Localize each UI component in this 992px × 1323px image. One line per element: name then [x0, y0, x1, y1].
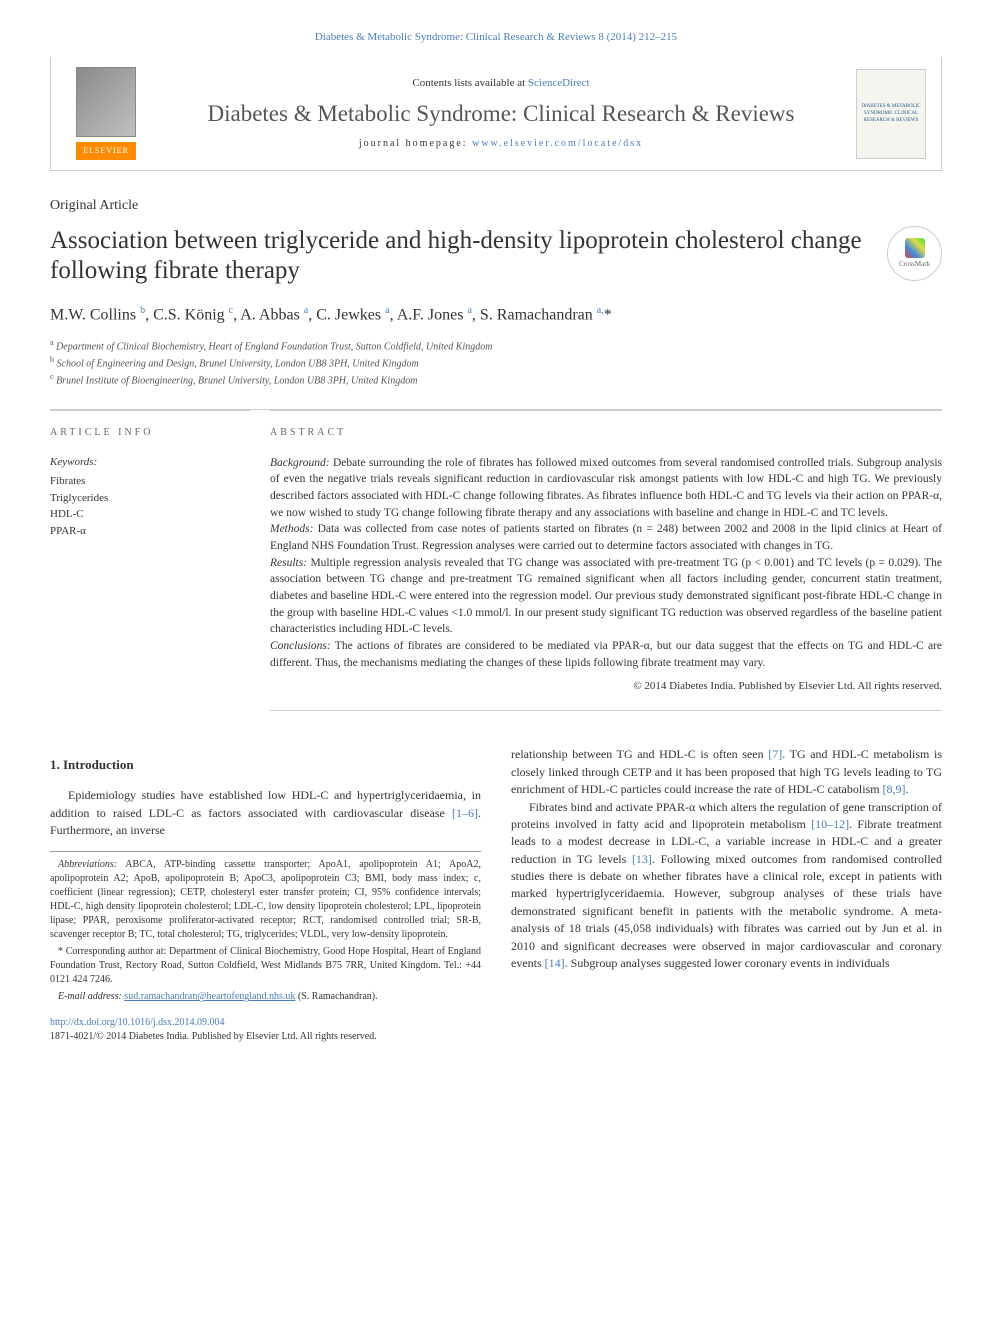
- keywords-list: FibratesTriglyceridesHDL-CPPAR-α: [50, 473, 230, 539]
- affiliations: a Department of Clinical Biochemistry, H…: [50, 337, 942, 389]
- article-info-heading: ARTICLE INFO: [50, 426, 230, 440]
- main-content: 1. Introduction Epidemiology studies hav…: [50, 746, 942, 1044]
- doi-link[interactable]: http://dx.doi.org/10.1016/j.dsx.2014.09.…: [50, 1017, 225, 1028]
- ref-1-6[interactable]: [1–6]: [452, 806, 478, 820]
- abstract-results: Results: Multiple regression analysis re…: [270, 555, 942, 638]
- abstract-conclusions: Conclusions: The actions of fibrates are…: [270, 638, 942, 671]
- ref-10-12[interactable]: [10–12]: [811, 817, 849, 831]
- ref-13[interactable]: [13]: [632, 852, 652, 866]
- doi-block: http://dx.doi.org/10.1016/j.dsx.2014.09.…: [50, 1016, 481, 1044]
- abstract-heading: ABSTRACT: [270, 426, 942, 440]
- abstract-text: Background: Debate surrounding the role …: [270, 455, 942, 696]
- crossmark-badge[interactable]: CrossMark: [887, 226, 942, 281]
- book-icon: [76, 67, 136, 137]
- ref-14[interactable]: [14]: [545, 956, 565, 970]
- abstract: ABSTRACT Background: Debate surrounding …: [270, 410, 942, 712]
- issn-copyright: 1871-4021/© 2014 Diabetes India. Publish…: [50, 1030, 481, 1044]
- email-line: E-mail address: sud.ramachandran@heartof…: [50, 990, 481, 1004]
- email-link[interactable]: sud.ramachandran@heartofengland.nhs.uk: [124, 991, 295, 1002]
- homepage-link[interactable]: www.elsevier.com/locate/dsx: [472, 138, 643, 149]
- header-center: Contents lists available at ScienceDirec…: [146, 76, 856, 151]
- intro-p1: Epidemiology studies have established lo…: [50, 787, 481, 839]
- footnotes: Abbreviations: ABCA, ATP-binding cassett…: [50, 851, 481, 1004]
- abstract-background: Background: Debate surrounding the role …: [270, 455, 942, 522]
- abstract-copyright: © 2014 Diabetes India. Published by Else…: [270, 679, 942, 695]
- column-left: 1. Introduction Epidemiology studies hav…: [50, 746, 481, 1044]
- affiliation-b: b School of Engineering and Design, Brun…: [50, 354, 942, 371]
- title-row: Association between triglyceride and hig…: [50, 226, 942, 304]
- affiliation-c: c Brunel Institute of Bioengineering, Br…: [50, 371, 942, 388]
- ref-8-9[interactable]: [8,9]: [883, 782, 906, 796]
- contents-available: Contents lists available at ScienceDirec…: [161, 76, 841, 91]
- contents-prefix: Contents lists available at: [412, 77, 527, 89]
- intro-heading: 1. Introduction: [50, 756, 481, 775]
- article-title: Association between triglyceride and hig…: [50, 226, 872, 286]
- column-right: relationship between TG and HDL-C is oft…: [511, 746, 942, 1044]
- elsevier-logo: ELSEVIER: [76, 142, 136, 160]
- publisher-logo-block: ELSEVIER: [66, 67, 146, 160]
- journal-title: Diabetes & Metabolic Syndrome: Clinical …: [161, 100, 841, 128]
- col2-p1: relationship between TG and HDL-C is oft…: [511, 746, 942, 798]
- abbreviations: Abbreviations: ABCA, ATP-binding cassett…: [50, 858, 481, 942]
- info-abstract-block: ARTICLE INFO Keywords: FibratesTriglycer…: [50, 409, 942, 712]
- corresponding-author: * Corresponding author at: Department of…: [50, 945, 481, 987]
- article-info: ARTICLE INFO Keywords: FibratesTriglycer…: [50, 410, 250, 712]
- article-type: Original Article: [50, 196, 942, 216]
- col2-p2: Fibrates bind and activate PPAR-α which …: [511, 799, 942, 973]
- journal-header: ELSEVIER Contents lists available at Sci…: [50, 57, 942, 171]
- journal-cover-thumbnail: DIABETES & METABOLIC SYNDROME: CLINICAL …: [856, 69, 926, 159]
- homepage-prefix: journal homepage:: [359, 138, 472, 149]
- abstract-methods: Methods: Data was collected from case no…: [270, 521, 942, 554]
- affiliation-a: a Department of Clinical Biochemistry, H…: [50, 337, 942, 354]
- keywords-label: Keywords:: [50, 455, 230, 470]
- authors-list: M.W. Collins b, C.S. König c, A. Abbas a…: [50, 304, 942, 327]
- top-citation[interactable]: Diabetes & Metabolic Syndrome: Clinical …: [50, 30, 942, 45]
- sciencedirect-link[interactable]: ScienceDirect: [528, 77, 590, 89]
- ref-7[interactable]: [7]: [768, 747, 782, 761]
- homepage-line: journal homepage: www.elsevier.com/locat…: [161, 137, 841, 151]
- crossmark-icon: [905, 238, 925, 258]
- crossmark-label: CrossMark: [899, 260, 930, 270]
